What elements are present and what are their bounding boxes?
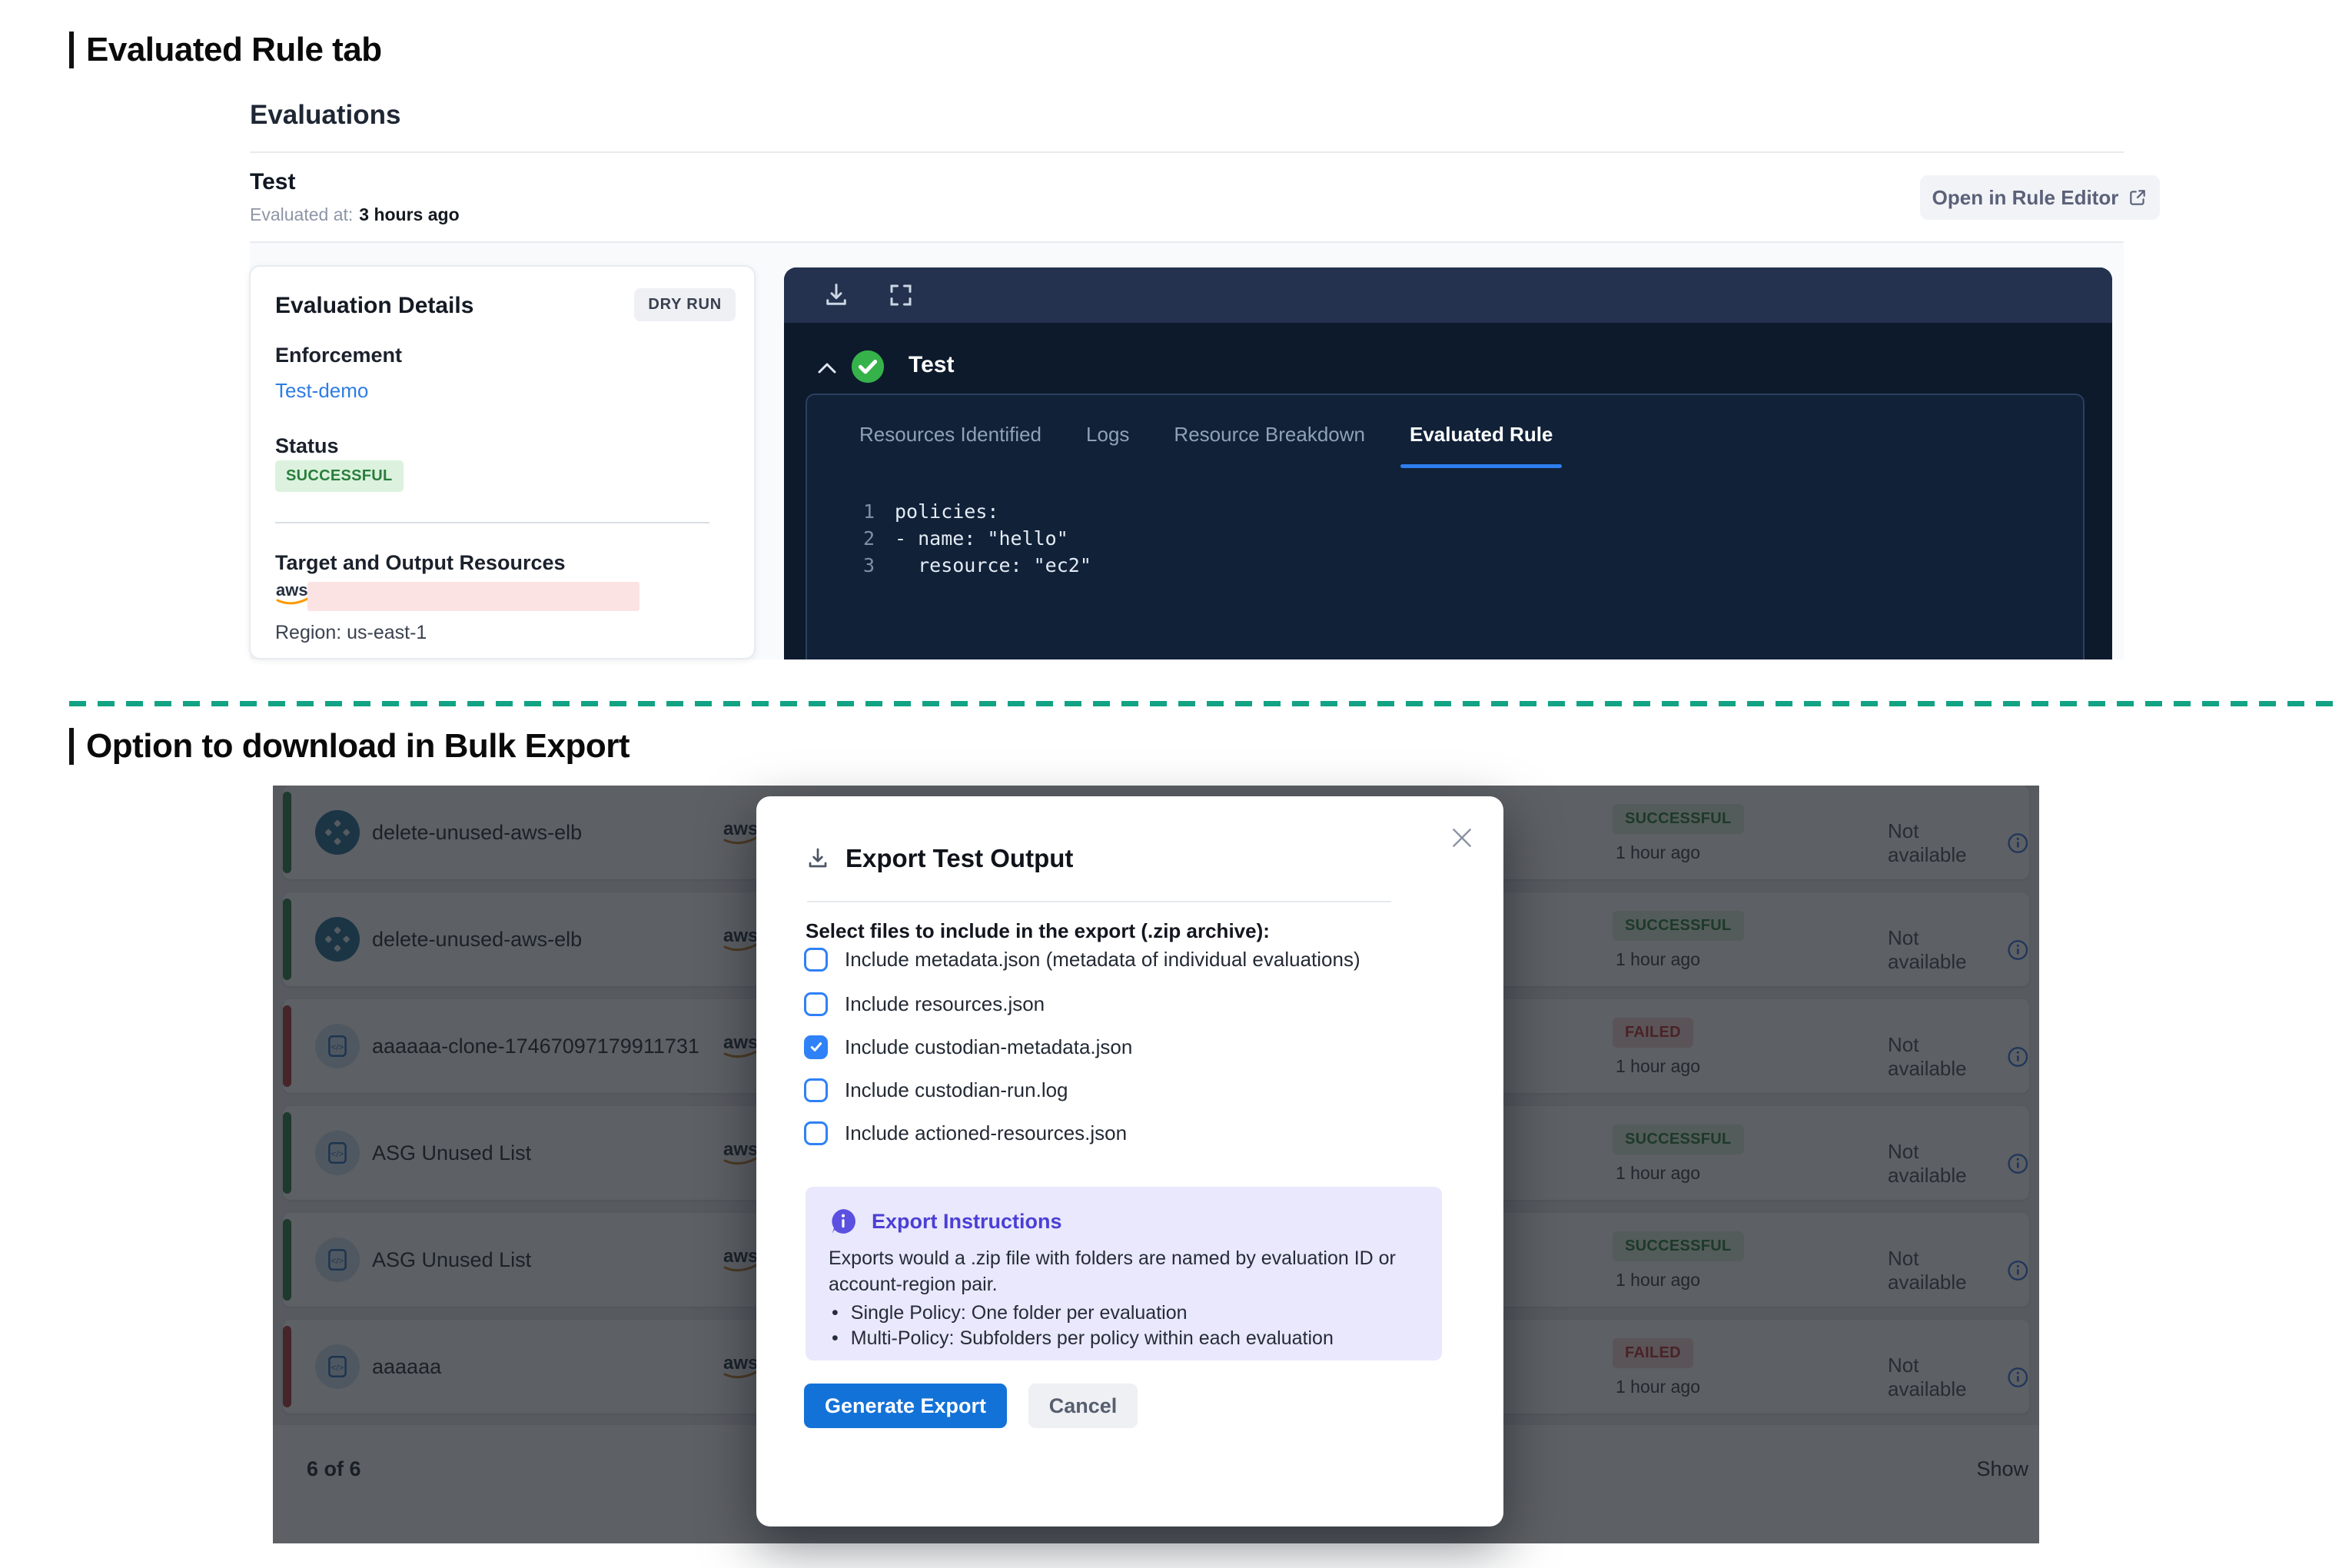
heading-text: Evaluated Rule tab bbox=[86, 31, 382, 68]
code-line: 2 - name: "hello" bbox=[850, 525, 1091, 552]
code-text: resource: "ec2" bbox=[895, 554, 1091, 576]
tab-logs[interactable]: Logs bbox=[1081, 420, 1134, 450]
option-label: Include metadata.json (metadata of indiv… bbox=[845, 947, 1360, 971]
checkbox[interactable] bbox=[804, 1121, 828, 1145]
code-text: policies: bbox=[895, 500, 999, 523]
region-text: Region: us-east-1 bbox=[275, 622, 427, 643]
checkbox[interactable] bbox=[804, 947, 828, 972]
checkbox[interactable] bbox=[804, 1078, 828, 1102]
enforcement-label: Enforcement bbox=[275, 344, 403, 367]
teal-dashed-divider bbox=[69, 701, 2338, 706]
option-label: Include custodian-metadata.json bbox=[845, 1035, 1133, 1058]
viewer-toolbar bbox=[784, 267, 2112, 323]
cancel-button[interactable]: Cancel bbox=[1028, 1384, 1138, 1428]
redacted-text bbox=[307, 582, 639, 611]
line-number: 1 bbox=[862, 500, 875, 523]
download-icon bbox=[809, 848, 827, 868]
option-include-resources-json[interactable]: Include resources.json bbox=[804, 987, 1045, 1021]
code-line: 1 policies: bbox=[850, 498, 1091, 525]
viewer-group-title: Test bbox=[909, 352, 955, 377]
code-viewer: 1 policies: 2 - name: "hello" 3 resource: … bbox=[850, 498, 1091, 579]
external-link-icon bbox=[2130, 190, 2146, 205]
option-include-metadata-json[interactable]: Include metadata.json (metadata of indiv… bbox=[804, 942, 1360, 976]
checkbox[interactable] bbox=[804, 992, 828, 1016]
instructions-header: Export Instructions bbox=[829, 1207, 1062, 1236]
divider bbox=[275, 522, 709, 523]
viewer-tabs: Resources Identified Logs Resource Break… bbox=[855, 420, 1563, 468]
section-heading-evaluated-rule: Evaluated Rule tab bbox=[69, 31, 382, 69]
code-line: 3 resource: "ec2" bbox=[850, 552, 1091, 579]
instructions-bullets: Single Policy: One folder per evaluation… bbox=[832, 1301, 1334, 1351]
tab-label: Logs bbox=[1086, 423, 1130, 446]
modal-title-row: Export Test Output bbox=[806, 844, 1073, 873]
evaluation-name: Test bbox=[250, 169, 296, 194]
evaluated-at-label: Evaluated at: bbox=[250, 204, 354, 224]
option-include-actioned-resources-json[interactable]: Include actioned-resources.json bbox=[804, 1116, 1127, 1150]
evaluated-at: Evaluated at: 3 hours ago bbox=[250, 204, 460, 225]
open-in-rule-editor-label: Open in Rule Editor bbox=[1932, 185, 2119, 209]
option-label: Include actioned-resources.json bbox=[845, 1121, 1128, 1144]
evaluated-at-value: 3 hours ago bbox=[359, 204, 460, 224]
option-include-custodian-run-log[interactable]: Include custodian-run.log bbox=[804, 1073, 1068, 1107]
option-label: Include custodian-run.log bbox=[845, 1078, 1068, 1101]
enforcement-link[interactable]: Test-demo bbox=[275, 379, 369, 402]
status-badge: SUCCESSFUL bbox=[275, 460, 404, 492]
divider bbox=[250, 241, 2124, 243]
viewer-card: Resources Identified Logs Resource Break… bbox=[806, 394, 2085, 659]
download-icon[interactable] bbox=[822, 281, 850, 309]
export-instructions-box: Export Instructions Exports would a .zip… bbox=[806, 1187, 1442, 1360]
export-modal: Export Test Output Select files to inclu… bbox=[756, 796, 1503, 1526]
tab-label: Resource Breakdown bbox=[1174, 423, 1365, 446]
checkbox[interactable] bbox=[804, 1035, 828, 1059]
line-number: 2 bbox=[862, 527, 875, 550]
tab-label: Resources Identified bbox=[859, 423, 1042, 446]
tab-evaluated-rule[interactable]: Evaluated Rule bbox=[1400, 420, 1563, 468]
dry-run-badge: DRY RUN bbox=[634, 288, 736, 321]
section-heading-bulk-export: Option to download in Bulk Export bbox=[69, 727, 630, 766]
divider bbox=[807, 901, 1391, 902]
line-number: 3 bbox=[862, 554, 875, 576]
target-resources-label: Target and Output Resources bbox=[275, 551, 566, 574]
tab-resource-breakdown[interactable]: Resource Breakdown bbox=[1169, 420, 1370, 450]
close-icon[interactable] bbox=[1450, 826, 1474, 850]
select-files-label: Select files to include in the export (.… bbox=[806, 919, 1270, 942]
svg-text:aws: aws bbox=[276, 580, 308, 600]
status-label: Status bbox=[275, 434, 339, 457]
collapse-chevron-icon[interactable] bbox=[816, 361, 838, 375]
success-check-icon bbox=[851, 350, 885, 384]
heading-text: Option to download in Bulk Export bbox=[86, 727, 630, 765]
fullscreen-icon[interactable] bbox=[887, 281, 915, 309]
aws-logo: aws bbox=[276, 580, 311, 605]
heading-bar bbox=[69, 32, 74, 68]
generate-export-button[interactable]: Generate Export bbox=[804, 1384, 1007, 1428]
bullet-item: Single Policy: One folder per evaluation bbox=[850, 1302, 1188, 1324]
bullet-item: Multi-Policy: Subfolders per policy with… bbox=[850, 1327, 1334, 1349]
instructions-body: Exports would a .zip file with folders a… bbox=[829, 1247, 1396, 1295]
code-text: - name: "hello" bbox=[895, 527, 1068, 550]
tab-resources-identified[interactable]: Resources Identified bbox=[855, 420, 1046, 450]
tab-label: Evaluated Rule bbox=[1410, 423, 1553, 446]
evaluation-viewer-panel: Test Resources Identified Logs Resource … bbox=[784, 267, 2112, 659]
info-bubble-icon bbox=[832, 1209, 855, 1234]
evaluation-details-card: Evaluation Details DRY RUN Enforcement T… bbox=[249, 265, 756, 659]
open-in-rule-editor-button[interactable]: Open in Rule Editor bbox=[1920, 175, 2160, 220]
divider bbox=[250, 151, 2124, 153]
instructions-title: Export Instructions bbox=[872, 1209, 1062, 1233]
option-include-custodian-metadata-json[interactable]: Include custodian-metadata.json bbox=[804, 1030, 1132, 1064]
option-label: Include resources.json bbox=[845, 992, 1045, 1015]
heading-bar bbox=[69, 728, 74, 765]
modal-title: Export Test Output bbox=[845, 844, 1074, 872]
evaluations-title: Evaluations bbox=[250, 100, 401, 130]
details-title: Evaluation Details bbox=[275, 293, 474, 318]
